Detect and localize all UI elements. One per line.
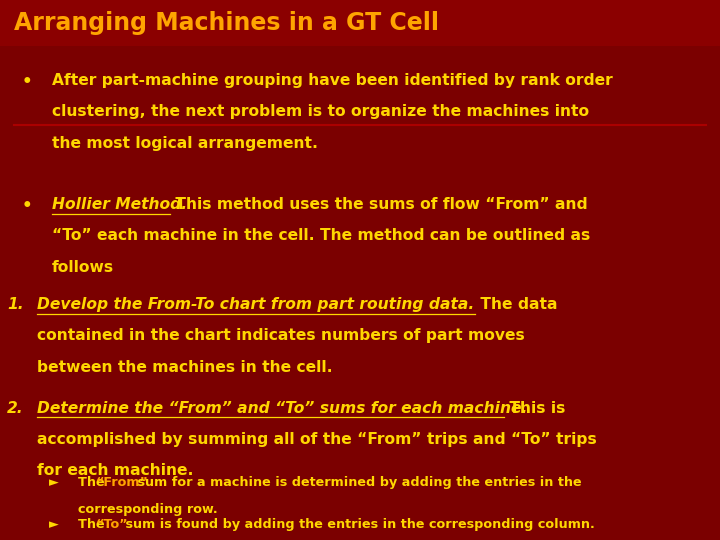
Text: “To” each machine in the cell. The method can be outlined as: “To” each machine in the cell. The metho… <box>52 228 590 244</box>
Text: •: • <box>22 197 32 215</box>
Text: Determine the “From” and “To” sums for each machine.: Determine the “From” and “To” sums for e… <box>37 401 528 416</box>
Text: follows: follows <box>52 260 114 275</box>
Text: ►: ► <box>49 518 59 531</box>
Text: 1.: 1. <box>7 297 24 312</box>
Text: ►: ► <box>49 476 59 489</box>
FancyBboxPatch shape <box>0 0 720 46</box>
Text: clustering, the next problem is to organize the machines into: clustering, the next problem is to organ… <box>52 104 589 119</box>
Text: Hollier Method.: Hollier Method. <box>52 197 187 212</box>
Text: the most logical arrangement.: the most logical arrangement. <box>52 136 318 151</box>
Text: This is: This is <box>504 401 565 416</box>
Text: The data: The data <box>475 297 558 312</box>
Text: contained in the chart indicates numbers of part moves: contained in the chart indicates numbers… <box>37 328 525 343</box>
Text: The: The <box>78 476 109 489</box>
Text: accomplished by summing all of the “From” trips and “To” trips: accomplished by summing all of the “From… <box>37 432 597 447</box>
Text: Develop the From-To chart from part routing data.: Develop the From-To chart from part rout… <box>37 297 474 312</box>
Text: “From”: “From” <box>96 476 148 489</box>
Text: between the machines in the cell.: between the machines in the cell. <box>37 360 333 375</box>
Text: corresponding row.: corresponding row. <box>78 503 217 516</box>
Text: 2.: 2. <box>7 401 24 416</box>
Text: The: The <box>78 518 109 531</box>
Text: •: • <box>22 73 32 91</box>
Text: sum for a machine is determined by adding the entries in the: sum for a machine is determined by addin… <box>133 476 582 489</box>
Text: for each machine.: for each machine. <box>37 463 194 478</box>
Text: Arranging Machines in a GT Cell: Arranging Machines in a GT Cell <box>14 11 439 35</box>
Text: sum is found by adding the entries in the corresponding column.: sum is found by adding the entries in th… <box>121 518 595 531</box>
Text: “To”: “To” <box>96 518 128 531</box>
Text: After part-machine grouping have been identified by rank order: After part-machine grouping have been id… <box>52 73 613 88</box>
Text: This method uses the sums of flow “From” and: This method uses the sums of flow “From”… <box>170 197 588 212</box>
